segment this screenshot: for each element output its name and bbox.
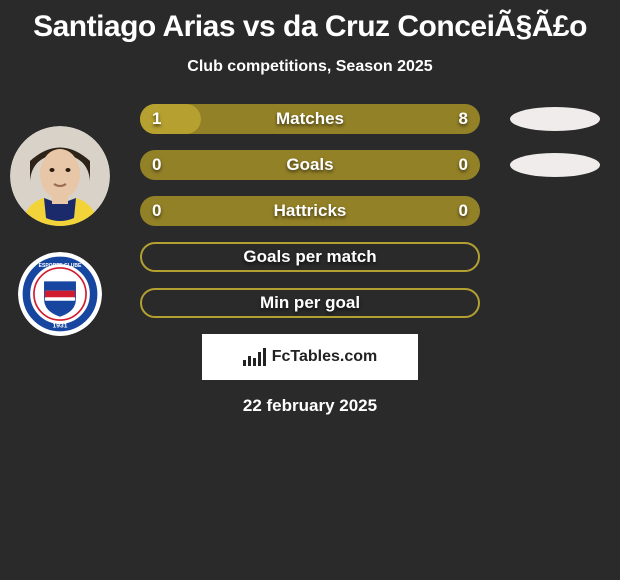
footer-brand-text: FcTables.com (272, 348, 378, 366)
stat-bar: Min per goal (140, 288, 480, 318)
stat-pill (510, 153, 600, 177)
svg-text:1931: 1931 (53, 323, 68, 330)
stat-label: Goals per match (243, 247, 376, 267)
club-badge: ESPORTE CLUBE 1931 (18, 252, 102, 336)
svg-text:ESPORTE CLUBE: ESPORTE CLUBE (39, 263, 82, 269)
stat-value-right: 8 (459, 104, 468, 134)
stat-label: Hattricks (274, 201, 347, 221)
footer-brand-box: FcTables.com (202, 334, 418, 380)
stat-bar: Matches (140, 104, 480, 134)
player-avatar (10, 126, 110, 226)
stat-label: Min per goal (260, 293, 360, 313)
stat-value-right: 0 (459, 196, 468, 226)
stat-bar: Goals per match (140, 242, 480, 272)
stat-value-left: 0 (152, 196, 161, 226)
page-title: Santiago Arias vs da Cruz ConceiÃ§Ã£o (0, 0, 620, 44)
stat-bar: Goals (140, 150, 480, 180)
stat-bar: Hattricks (140, 196, 480, 226)
stat-value-left: 1 (152, 104, 161, 134)
stat-bar-fill (140, 104, 201, 134)
bar-chart-icon (243, 348, 266, 366)
stat-row: Matches 1 8 (0, 104, 620, 134)
stat-value-left: 0 (152, 150, 161, 180)
stat-value-right: 0 (459, 150, 468, 180)
page-subtitle: Club competitions, Season 2025 (0, 58, 620, 76)
stat-pill (510, 107, 600, 131)
stat-label: Goals (286, 155, 333, 175)
stat-label: Matches (276, 109, 344, 129)
footer-date: 22 february 2025 (0, 396, 620, 416)
